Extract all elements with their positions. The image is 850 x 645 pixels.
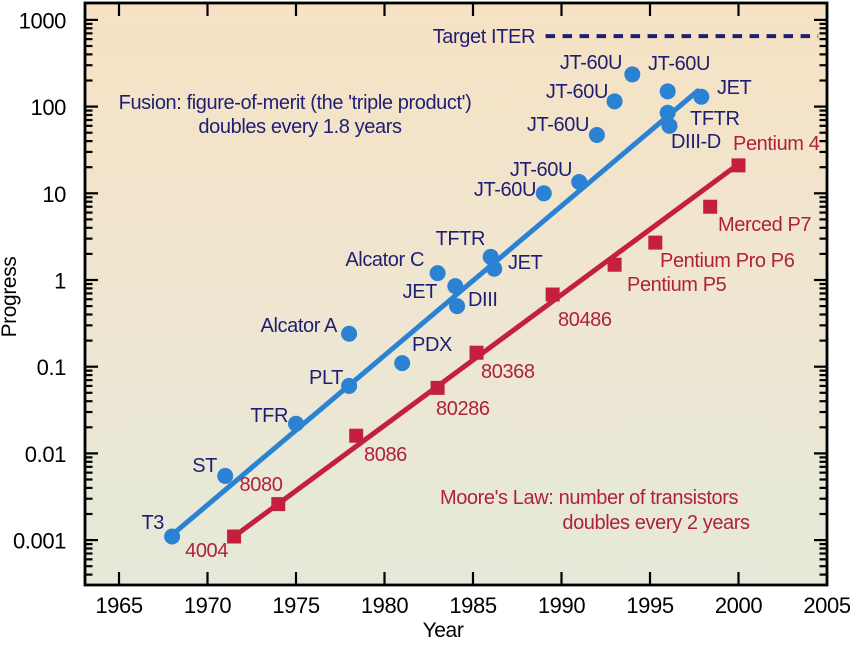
- point-st: [217, 467, 234, 484]
- label-jet: JET: [403, 281, 438, 303]
- label-t3: T3: [141, 512, 164, 534]
- label-diii: DIII: [468, 289, 498, 311]
- label-diii-d: DIII-D: [671, 131, 721, 153]
- point-alcator-c: [429, 265, 446, 282]
- y-tick-label-0.1: 0.1: [37, 355, 67, 380]
- y-axis-title: Progress: [0, 257, 21, 338]
- point-jt-60u: [659, 83, 676, 100]
- x-tick-label-1990: 1990: [538, 593, 586, 618]
- point-jt-60u: [588, 127, 605, 144]
- x-tick-label-1985: 1985: [449, 593, 497, 618]
- y-tick-label-0.01: 0.01: [25, 442, 66, 467]
- point-8086: [349, 428, 364, 443]
- point-pentium-4: [731, 158, 746, 173]
- point-80486: [545, 287, 560, 302]
- data-point-labels: T3 ST TFR PLT Alcator A PDX Alcator C JET DIII TF…: [141, 52, 820, 562]
- plot-frame: [83, 1, 829, 587]
- point-8080: [271, 497, 286, 512]
- label-plt: PLT: [309, 367, 343, 389]
- label-pentium-p5: Pentium P5: [627, 274, 727, 296]
- label-jt-60u: JT-60U: [527, 114, 589, 136]
- fusion-caption-line1: Fusion: figure-of-merit (the 'triple pro…: [119, 92, 472, 114]
- label-alcator-c: Alcator C: [345, 249, 424, 271]
- label-jt-60u: JT-60U: [546, 81, 608, 103]
- label-jet: JET: [508, 252, 543, 274]
- label-pentium-4: Pentium 4: [733, 133, 820, 155]
- point-diii-d: [661, 117, 678, 134]
- label-jet: JET: [717, 77, 752, 99]
- point-4004: [227, 529, 242, 544]
- moores-law-caption-line1: Moore's Law: number of transistors: [440, 487, 739, 509]
- label-merced-p7: Merced P7: [718, 214, 811, 236]
- label-jt-60u: JT-60U: [560, 52, 622, 74]
- x-tick-label-1965: 1965: [95, 593, 143, 618]
- point-jet: [486, 260, 503, 277]
- x-axis-title: Year: [423, 619, 464, 640]
- label-80486: 80486: [558, 309, 612, 331]
- point-jet: [693, 88, 710, 105]
- point-merced-p7: [703, 199, 718, 214]
- label-4004: 4004: [185, 540, 228, 562]
- point-tftr: [659, 104, 676, 121]
- y-tick-label-0.001: 0.001: [13, 529, 66, 554]
- x-tick-label-1975: 1975: [272, 593, 320, 618]
- axis-tick-labels: 1965 1970 1975 1980 1985 1990 1995 2000 20051000…: [13, 8, 850, 618]
- x-tick-label-1995: 1995: [626, 593, 674, 618]
- label-pdx: PDX: [412, 334, 452, 356]
- point-jt-60u: [606, 93, 623, 110]
- label-80368: 80368: [481, 361, 535, 383]
- y-tick-label-1000: 1000: [19, 8, 67, 33]
- target-iter-label: Target ITER: [433, 26, 535, 48]
- x-tick-label-2000: 2000: [715, 593, 763, 618]
- y-tick-label-100: 100: [30, 95, 66, 120]
- point-t3: [164, 528, 181, 545]
- fusion-caption-line2: doubles every 1.8 years: [198, 116, 402, 138]
- x-tick-label-2005: 2005: [803, 593, 850, 618]
- point-jt-60u: [571, 174, 588, 191]
- point-jet: [447, 278, 464, 295]
- point-80286: [430, 380, 445, 395]
- point-80368: [469, 345, 484, 360]
- moores-law-caption-line2: doubles every 2 years: [562, 512, 750, 534]
- label-jt-60u: JT-60U: [648, 53, 710, 75]
- label-jt-60u: JT-60U: [510, 159, 572, 181]
- point-pentium-pro-p6: [648, 235, 663, 250]
- label-tfr: TFR: [250, 405, 288, 427]
- y-tick-label-1: 1: [54, 269, 66, 294]
- label-jt-60u: JT-60U: [474, 179, 536, 201]
- trend-lines: [169, 88, 743, 540]
- point-plt: [341, 377, 358, 394]
- data-points: [164, 66, 746, 545]
- label-80286: 80286: [436, 398, 490, 420]
- point-diii: [449, 298, 466, 315]
- point-alcator-a: [341, 325, 358, 342]
- x-tick-label-1980: 1980: [361, 593, 409, 618]
- trend-line-moore: [231, 160, 743, 540]
- y-tick-label-10: 10: [42, 182, 66, 207]
- label-tftr: TFTR: [436, 228, 486, 250]
- label-alcator-a: Alcator A: [261, 315, 338, 337]
- label-st: ST: [192, 455, 217, 477]
- point-pentium-p5: [607, 257, 622, 272]
- point-tfr: [288, 415, 304, 432]
- x-tick-label-1970: 1970: [184, 593, 232, 618]
- point-pdx: [394, 355, 411, 372]
- label-8080: 8080: [240, 474, 283, 496]
- label-pentium-pro-p6: Pentium Pro P6: [660, 250, 795, 272]
- label-tftr: TFTR: [690, 108, 740, 130]
- trend-line-fusion: [169, 88, 701, 538]
- point-jt-60u: [535, 185, 552, 202]
- label-8086: 8086: [364, 444, 407, 466]
- point-jt-60u: [624, 66, 641, 83]
